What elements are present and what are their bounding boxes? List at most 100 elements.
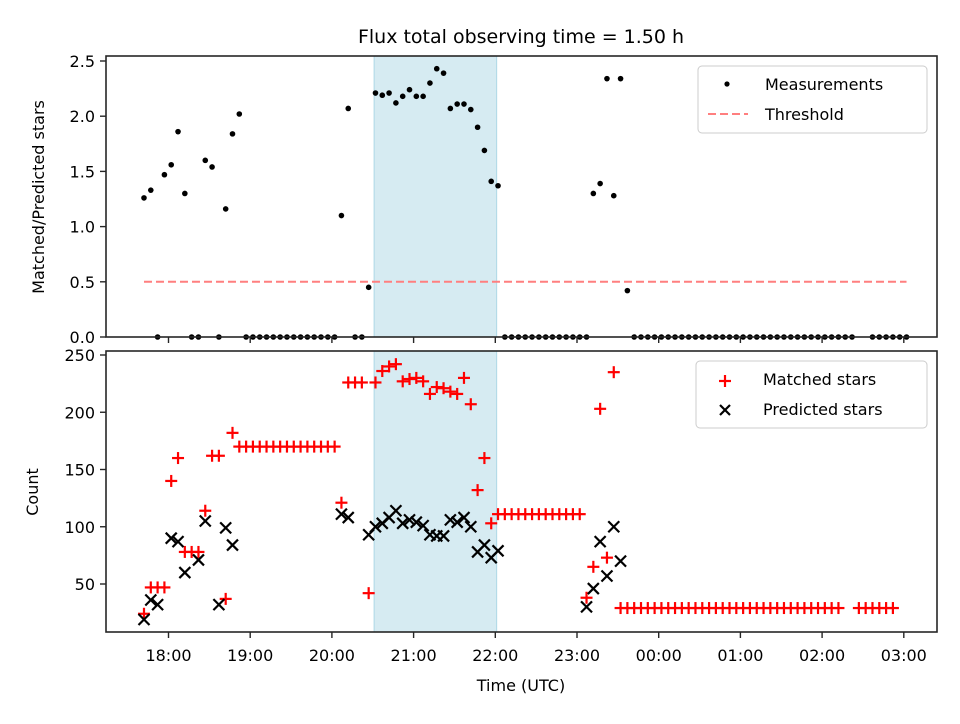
observing-window-shade-bottom <box>373 350 498 633</box>
observing-window-shade-top <box>373 55 498 338</box>
measurement-point <box>617 75 624 82</box>
measurement-point <box>447 105 454 112</box>
predicted-star-point <box>478 538 491 552</box>
shaded-interval <box>373 350 498 633</box>
predicted-star-point <box>580 600 593 614</box>
x-tick-label: 00:00 <box>636 646 682 665</box>
predicted-star-point <box>587 582 600 595</box>
measurement-point <box>338 212 345 219</box>
matched-star-point <box>410 371 423 384</box>
measurement-point <box>202 157 209 164</box>
measurement-point <box>461 101 467 107</box>
predicted-star-point <box>444 513 457 527</box>
matched-star-point <box>832 602 845 615</box>
measurement-point <box>440 70 447 76</box>
matched-stars-points <box>137 358 899 620</box>
predicted-star-point <box>178 566 192 579</box>
measurement-point <box>175 128 181 135</box>
x-tick-label: 19:00 <box>227 646 273 665</box>
matched-star-point <box>192 545 205 558</box>
matched-star-point <box>444 385 457 398</box>
matched-star-point <box>471 484 484 497</box>
predicted-star-point <box>389 504 403 517</box>
measurement-point <box>597 180 603 187</box>
y-tick-label: 2.0 <box>70 107 95 126</box>
matched-star-point <box>417 375 430 388</box>
y-tick-label: 50 <box>75 575 95 594</box>
top-x-ticks <box>167 337 905 343</box>
matched-star-point <box>451 387 464 400</box>
matched-star-point <box>212 449 225 462</box>
predicted-star-point <box>607 520 621 534</box>
predicted-star-point <box>341 511 355 524</box>
predicted-star-point <box>593 535 607 548</box>
predicted-star-point <box>410 515 423 529</box>
top-y-axis-label: Matched/Predicted stars <box>29 100 48 294</box>
measurement-point <box>161 171 168 178</box>
measurement-point <box>182 190 188 197</box>
y-tick-label: 0.0 <box>70 328 95 347</box>
chart-title: Flux total observing time = 1.50 h <box>358 26 684 48</box>
shaded-interval <box>373 55 498 338</box>
x-tick-label: 18:00 <box>145 646 191 665</box>
measurement-point <box>454 101 460 107</box>
top-panel: 0.0 0.5 1.0 1.5 2.0 2.5 Matched/Predicted sta… <box>29 52 938 347</box>
predicted-star-point <box>457 511 471 524</box>
matched-star-point <box>423 387 436 400</box>
matched-star-point <box>383 360 396 373</box>
measurement-point <box>365 284 372 291</box>
top-legend-box <box>697 65 928 134</box>
measurement-point <box>481 147 488 154</box>
measurement-point <box>590 190 597 197</box>
matched-star-point <box>607 366 620 379</box>
measurement-point <box>399 93 406 100</box>
predicted-star-point <box>335 507 348 521</box>
predicted-star-point <box>192 553 205 567</box>
predicted-star-point <box>416 519 430 532</box>
measurement-point <box>495 182 501 189</box>
matched-star-point <box>886 602 899 615</box>
y-tick-label: 2.5 <box>70 52 95 71</box>
x-tick-label: 21:00 <box>391 646 437 665</box>
top-y-ticks: 0.0 0.5 1.0 1.5 2.0 2.5 <box>70 52 106 347</box>
x-tick-label: 22:00 <box>472 646 518 665</box>
bottom-y-axis-label: Count <box>23 468 42 516</box>
bottom-panel: 50 100 150 200 250 18:00 19:00 20:00 21:00 22:00… <box>23 346 938 695</box>
matched-star-point <box>376 365 389 378</box>
y-tick-label: 100 <box>64 518 95 537</box>
measurement-point <box>379 92 386 99</box>
predicted-star-point <box>212 598 226 611</box>
predicted-star-point <box>614 554 627 568</box>
x-tick-label: 02:00 <box>799 646 845 665</box>
matched-star-point <box>328 440 341 453</box>
predicted-star-point <box>369 520 382 534</box>
measurement-point <box>604 75 610 82</box>
x-tick-label: 01:00 <box>717 646 763 665</box>
bottom-legend: Matched stars Predicted stars <box>695 360 928 429</box>
measurement-point <box>610 192 617 199</box>
measurement-point <box>420 93 426 100</box>
legend-matched-label: Matched stars <box>763 370 876 389</box>
measurement-point <box>209 164 215 170</box>
predicted-star-point <box>137 613 151 626</box>
top-axes-frame <box>105 55 938 338</box>
matched-star-point <box>335 496 348 509</box>
measurement-point <box>236 111 243 117</box>
measurement-point <box>345 105 352 112</box>
matched-star-point <box>573 508 586 521</box>
legend-predicted-label: Predicted stars <box>763 400 883 419</box>
bottom-x-ticks: 18:00 19:00 20:00 21:00 22:00 23:00 00:00 01:00… <box>145 632 927 665</box>
top-legend: Measurements Threshold <box>697 65 928 134</box>
measurement-point <box>393 100 399 106</box>
matched-star-point <box>362 587 375 600</box>
measurement-point <box>222 206 229 212</box>
matched-star-point <box>464 398 477 411</box>
legend-predicted-marker <box>719 404 731 416</box>
predicted-star-point <box>396 517 409 530</box>
y-tick-label: 250 <box>64 346 95 365</box>
legend-measurements-label: Measurements <box>765 75 883 94</box>
measurement-point <box>624 287 631 294</box>
matched-star-point <box>389 358 402 371</box>
matched-star-point <box>355 376 368 389</box>
